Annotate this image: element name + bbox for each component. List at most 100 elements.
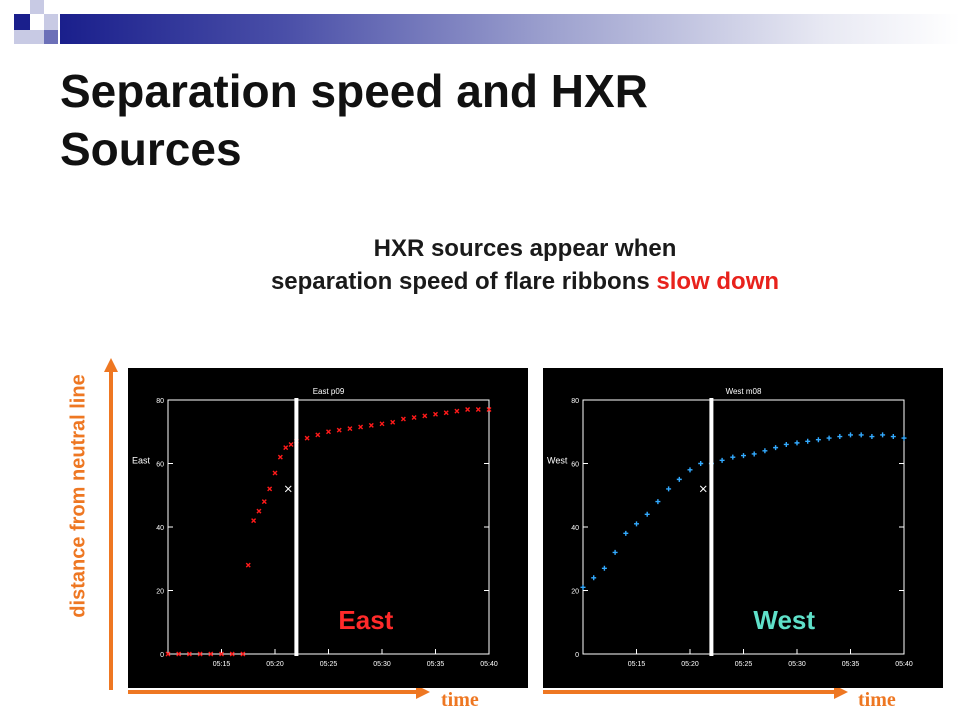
west-data-point bbox=[644, 511, 650, 517]
east-data-point bbox=[251, 518, 257, 524]
west-data-point bbox=[591, 575, 597, 581]
east-x-tick-label: 05:40 bbox=[480, 661, 498, 668]
east-y-tick-label: 20 bbox=[156, 589, 164, 596]
west-data-points bbox=[580, 432, 907, 590]
west-data-point bbox=[655, 499, 661, 505]
west-data-point bbox=[880, 432, 886, 438]
east-y-axis-label: East bbox=[132, 456, 151, 466]
west-data-point bbox=[783, 441, 789, 447]
west-data-point bbox=[858, 432, 864, 438]
corner-square-light bbox=[14, 30, 30, 44]
east-data-point bbox=[261, 499, 267, 505]
west-data-point bbox=[751, 451, 757, 457]
west-data-point bbox=[666, 486, 672, 492]
east-data-point bbox=[219, 651, 224, 657]
east-data-point bbox=[272, 470, 278, 476]
plot-panel-east: East p09 East 0 20 40 60 80 05:15 05:20 05:25 05:3… bbox=[128, 368, 528, 688]
east-data-point bbox=[411, 414, 417, 420]
x-axis-arrowhead-left bbox=[416, 685, 430, 699]
east-data-point bbox=[208, 651, 214, 657]
west-data-point bbox=[601, 565, 607, 571]
east-hxr-marker bbox=[284, 485, 292, 493]
west-y-tick-label: 80 bbox=[571, 398, 579, 405]
slide-subtitle: HXR sources appear when separation speed… bbox=[120, 232, 930, 298]
east-plot-frame bbox=[167, 399, 490, 655]
west-y-axis-label: West bbox=[547, 456, 568, 466]
west-data-point bbox=[612, 549, 618, 555]
subtitle-highlight: slow down bbox=[656, 268, 780, 295]
corner-square-light bbox=[30, 30, 44, 44]
west-data-point bbox=[719, 457, 725, 463]
corner-square-light bbox=[44, 14, 58, 30]
east-data-point bbox=[245, 562, 251, 568]
east-chart-title: East p09 bbox=[313, 387, 345, 396]
west-plot-frame bbox=[582, 399, 905, 655]
subtitle-line-2-text: separation speed of flare ribbons bbox=[270, 268, 657, 295]
west-y-tick-label: 20 bbox=[571, 589, 579, 596]
y-axis-arrowhead bbox=[104, 358, 118, 372]
x-axis-arrowhead-right bbox=[834, 685, 848, 699]
east-data-point bbox=[390, 419, 396, 425]
west-data-point bbox=[730, 454, 736, 460]
west-data-point bbox=[826, 435, 832, 441]
east-data-point bbox=[229, 651, 235, 657]
east-x-tick-label: 05:20 bbox=[266, 661, 284, 668]
east-x-tick-label: 05:25 bbox=[320, 661, 338, 668]
corner-square-light bbox=[30, 0, 44, 14]
page-title: Separation speed and HXR Sources bbox=[60, 65, 648, 175]
plot-panel-west: West m08 West 0 20 40 60 80 05:15 05:20 05:25 05:3… bbox=[543, 368, 943, 688]
corner-square-navy bbox=[14, 14, 30, 30]
west-data-point bbox=[762, 448, 768, 454]
west-data-point bbox=[901, 435, 907, 441]
east-data-point bbox=[422, 413, 428, 419]
east-scatter-plot: East p09 East 0 20 40 60 80 05:15 05:20 05:25 05:3… bbox=[132, 387, 498, 668]
east-data-point bbox=[277, 454, 283, 460]
east-data-points bbox=[165, 407, 492, 657]
west-hxr-marker bbox=[699, 485, 707, 493]
west-x-tick-label: 05:15 bbox=[628, 661, 646, 668]
west-data-point bbox=[890, 434, 896, 440]
east-x-tick-label: 05:15 bbox=[213, 661, 231, 668]
west-x-tick-label: 05:25 bbox=[735, 661, 753, 668]
west-data-point bbox=[869, 434, 875, 440]
west-x-tick-label: 05:20 bbox=[681, 661, 699, 668]
west-data-point bbox=[676, 476, 682, 482]
west-data-point bbox=[687, 467, 693, 473]
west-data-point bbox=[623, 530, 629, 536]
subtitle-line-2: separation speed of flare ribbons slow d… bbox=[120, 265, 930, 298]
east-data-point bbox=[347, 426, 353, 432]
east-overlay-label: East bbox=[338, 605, 393, 635]
header-gradient-bar bbox=[60, 14, 960, 44]
west-x-tick-label: 05:40 bbox=[895, 661, 913, 668]
east-data-point bbox=[240, 651, 246, 657]
corner-square-mid bbox=[44, 30, 58, 44]
east-data-point bbox=[475, 407, 481, 413]
east-data-point bbox=[336, 427, 342, 433]
west-data-point bbox=[815, 437, 821, 443]
east-data-point bbox=[486, 407, 492, 413]
east-y-tick-label: 0 bbox=[160, 652, 164, 659]
east-data-point bbox=[454, 408, 460, 414]
y-axis-label: distance from neutral line bbox=[67, 374, 90, 618]
west-data-point bbox=[794, 440, 800, 446]
west-chart-title: West m08 bbox=[726, 387, 762, 396]
east-x-tick-label: 05:35 bbox=[427, 661, 445, 668]
east-data-point bbox=[165, 651, 171, 657]
subtitle-line-1: HXR sources appear when bbox=[373, 235, 677, 262]
time-label-right: time bbox=[858, 689, 896, 711]
west-data-point bbox=[580, 584, 586, 590]
west-data-point bbox=[741, 453, 746, 459]
east-y-tick-label: 40 bbox=[156, 525, 164, 532]
east-data-point bbox=[267, 486, 273, 492]
west-data-point bbox=[848, 432, 853, 438]
east-data-point bbox=[283, 445, 289, 451]
west-data-point bbox=[805, 438, 811, 444]
west-x-tick-label: 05:30 bbox=[788, 661, 806, 668]
east-data-point bbox=[256, 508, 262, 514]
east-data-point bbox=[176, 651, 182, 657]
west-y-tick-label: 60 bbox=[571, 462, 579, 469]
time-label-left: time bbox=[441, 689, 479, 711]
east-data-point bbox=[186, 651, 192, 657]
east-data-point bbox=[315, 432, 321, 438]
